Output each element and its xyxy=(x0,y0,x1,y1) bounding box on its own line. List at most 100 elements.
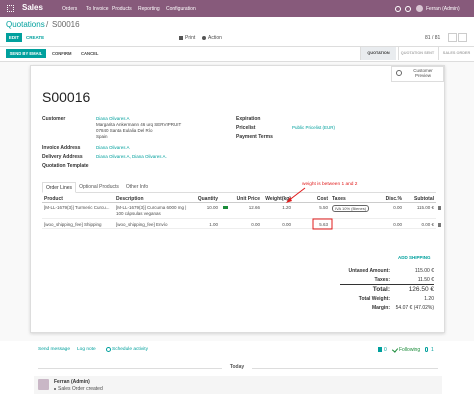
field-value[interactable]: Diana Olivares A xyxy=(96,116,130,121)
nav-icon[interactable] xyxy=(405,6,411,12)
total-value: 115.00 € xyxy=(414,268,434,274)
following-check[interactable] xyxy=(391,346,399,353)
chatter-action[interactable]: Log note xyxy=(77,347,96,352)
send-email-button[interactable]: SEND BY EMAIL xyxy=(6,49,46,58)
delete-icon[interactable] xyxy=(438,206,441,210)
column-header: Product xyxy=(44,196,63,202)
total-value: 54.07 € (47.02%) xyxy=(395,305,434,311)
statusbar xyxy=(0,46,474,61)
pager-next[interactable] xyxy=(458,33,467,42)
create-button[interactable]: CREATE xyxy=(26,35,45,40)
message-author[interactable]: Ferran (Admin) xyxy=(54,379,90,385)
nav-icon[interactable] xyxy=(395,6,401,12)
menu-item[interactable]: Configuration xyxy=(166,6,196,12)
apps-icon[interactable] xyxy=(7,5,14,12)
author-avatar xyxy=(38,379,49,390)
print-button[interactable]: Print xyxy=(185,35,196,41)
tab[interactable]: Optional Products xyxy=(79,184,119,190)
table-header xyxy=(42,194,436,203)
user-name[interactable]: Ferran (Admin) xyxy=(426,6,460,12)
total-value: 126.50 € xyxy=(408,286,434,293)
field-value[interactable]: Diana Olivares A xyxy=(96,145,130,150)
attachment-icon[interactable] xyxy=(425,347,428,352)
status-stage[interactable]: QUOTATION xyxy=(360,47,396,60)
status-stage[interactable]: SALES ORDER xyxy=(438,47,474,60)
following[interactable]: Following xyxy=(399,347,421,353)
cell: 0.00 xyxy=(282,222,291,227)
sheet xyxy=(30,65,445,333)
tax-tag: IVA 10% (Bienes) xyxy=(332,205,370,212)
pager: 81 / 81 xyxy=(425,35,441,41)
action-button[interactable]: Action xyxy=(208,35,222,41)
cell: 5.50 xyxy=(319,205,328,210)
total-value: 11.50 € xyxy=(417,277,434,283)
field-value[interactable]: Public Pricelist (EUR) xyxy=(292,125,336,130)
column-header: Disc.% xyxy=(385,196,402,202)
breadcrumb-separator: / xyxy=(46,20,49,29)
total-value: 1.20 xyxy=(424,296,434,302)
tab[interactable]: Other Info xyxy=(125,184,149,190)
field-value: Spain xyxy=(96,134,108,139)
tab[interactable]: Order Lines xyxy=(42,182,76,193)
activity-icon[interactable] xyxy=(106,347,111,352)
menu-item[interactable]: To Invoice xyxy=(86,6,109,12)
menu-item[interactable]: Reporting xyxy=(138,6,160,12)
chatter-action[interactable]: Schedule activity xyxy=(112,347,148,352)
field-label: Quotation Template xyxy=(42,163,89,169)
total-label: Untaxed Amount: xyxy=(348,268,390,274)
cell: 1.20 xyxy=(282,205,291,210)
app-name[interactable]: Sales xyxy=(22,3,43,12)
pager-prev[interactable] xyxy=(448,33,457,42)
cell: 0.00 xyxy=(393,222,402,227)
delete-icon[interactable] xyxy=(438,223,441,227)
total-label: Total: xyxy=(372,286,390,293)
add-shipping[interactable]: ADD SHIPPING xyxy=(398,255,431,260)
message-body: Sales Order created xyxy=(58,386,103,392)
message-bullet xyxy=(54,388,56,390)
breadcrumb-current: S00016 xyxy=(52,20,80,29)
table-row[interactable] xyxy=(42,220,436,229)
field-label: Invoice Address xyxy=(42,145,81,151)
breadcrumb-parent[interactable]: Quotations xyxy=(6,20,45,29)
total-label: Taxes: xyxy=(374,277,390,283)
field-label: Customer xyxy=(42,116,66,122)
field-value[interactable]: Diana Olivares A, Diana Olivares A. xyxy=(96,154,167,159)
tab-line xyxy=(42,192,436,193)
smart-button-text[interactable]: Customer Preview xyxy=(413,68,433,78)
follower-icon[interactable] xyxy=(378,347,382,352)
action-icon[interactable] xyxy=(202,36,206,40)
menu-item[interactable]: Orders xyxy=(62,6,78,12)
attachments-count[interactable]: 1 xyxy=(431,347,434,353)
cell: 0.00 xyxy=(393,205,402,210)
column-header: Weight(kg) xyxy=(265,196,291,202)
field-value: Margarita Ankermann 46 urq SERVIPRUIT xyxy=(96,122,182,127)
field-value: 07840 Santa Eulalia Del Río xyxy=(96,128,153,133)
record-title: S00016 xyxy=(42,89,91,105)
cell: 0.00 xyxy=(251,222,260,227)
status-stage[interactable]: QUOTATION SENT xyxy=(398,47,436,60)
preview-icon[interactable] xyxy=(396,70,402,76)
cell: 0.00 € xyxy=(421,222,434,227)
edit-button[interactable]: EDIT xyxy=(6,33,22,42)
table-row[interactable] xyxy=(42,203,436,219)
print-icon[interactable] xyxy=(179,36,183,40)
cell: 10.00 xyxy=(206,205,218,210)
column-header: Description xyxy=(116,196,144,202)
field-label: Delivery Address xyxy=(42,154,83,160)
cell: [woo_shipping_fee] Envío xyxy=(116,222,168,227)
followers-count[interactable]: 0 xyxy=(384,347,387,353)
margin-icon[interactable] xyxy=(223,206,228,209)
confirm-button[interactable]: CONFIRM xyxy=(52,51,72,56)
user-avatar[interactable] xyxy=(416,5,423,12)
total-label: Total Weight: xyxy=(358,296,390,302)
cell: 1.00 xyxy=(209,222,218,227)
cancel-button[interactable]: CANCEL xyxy=(81,51,99,56)
column-header: Subtotal xyxy=(414,196,434,202)
menu-item[interactable]: Products xyxy=(112,6,132,12)
chatter-action[interactable]: Send message xyxy=(38,347,70,352)
cell: [M-LL-1679(3)] Turmeric Curcu... xyxy=(44,205,110,210)
column-header: Quantity xyxy=(197,196,218,202)
smart-button[interactable] xyxy=(391,66,444,82)
separator-label: Today xyxy=(222,364,252,370)
